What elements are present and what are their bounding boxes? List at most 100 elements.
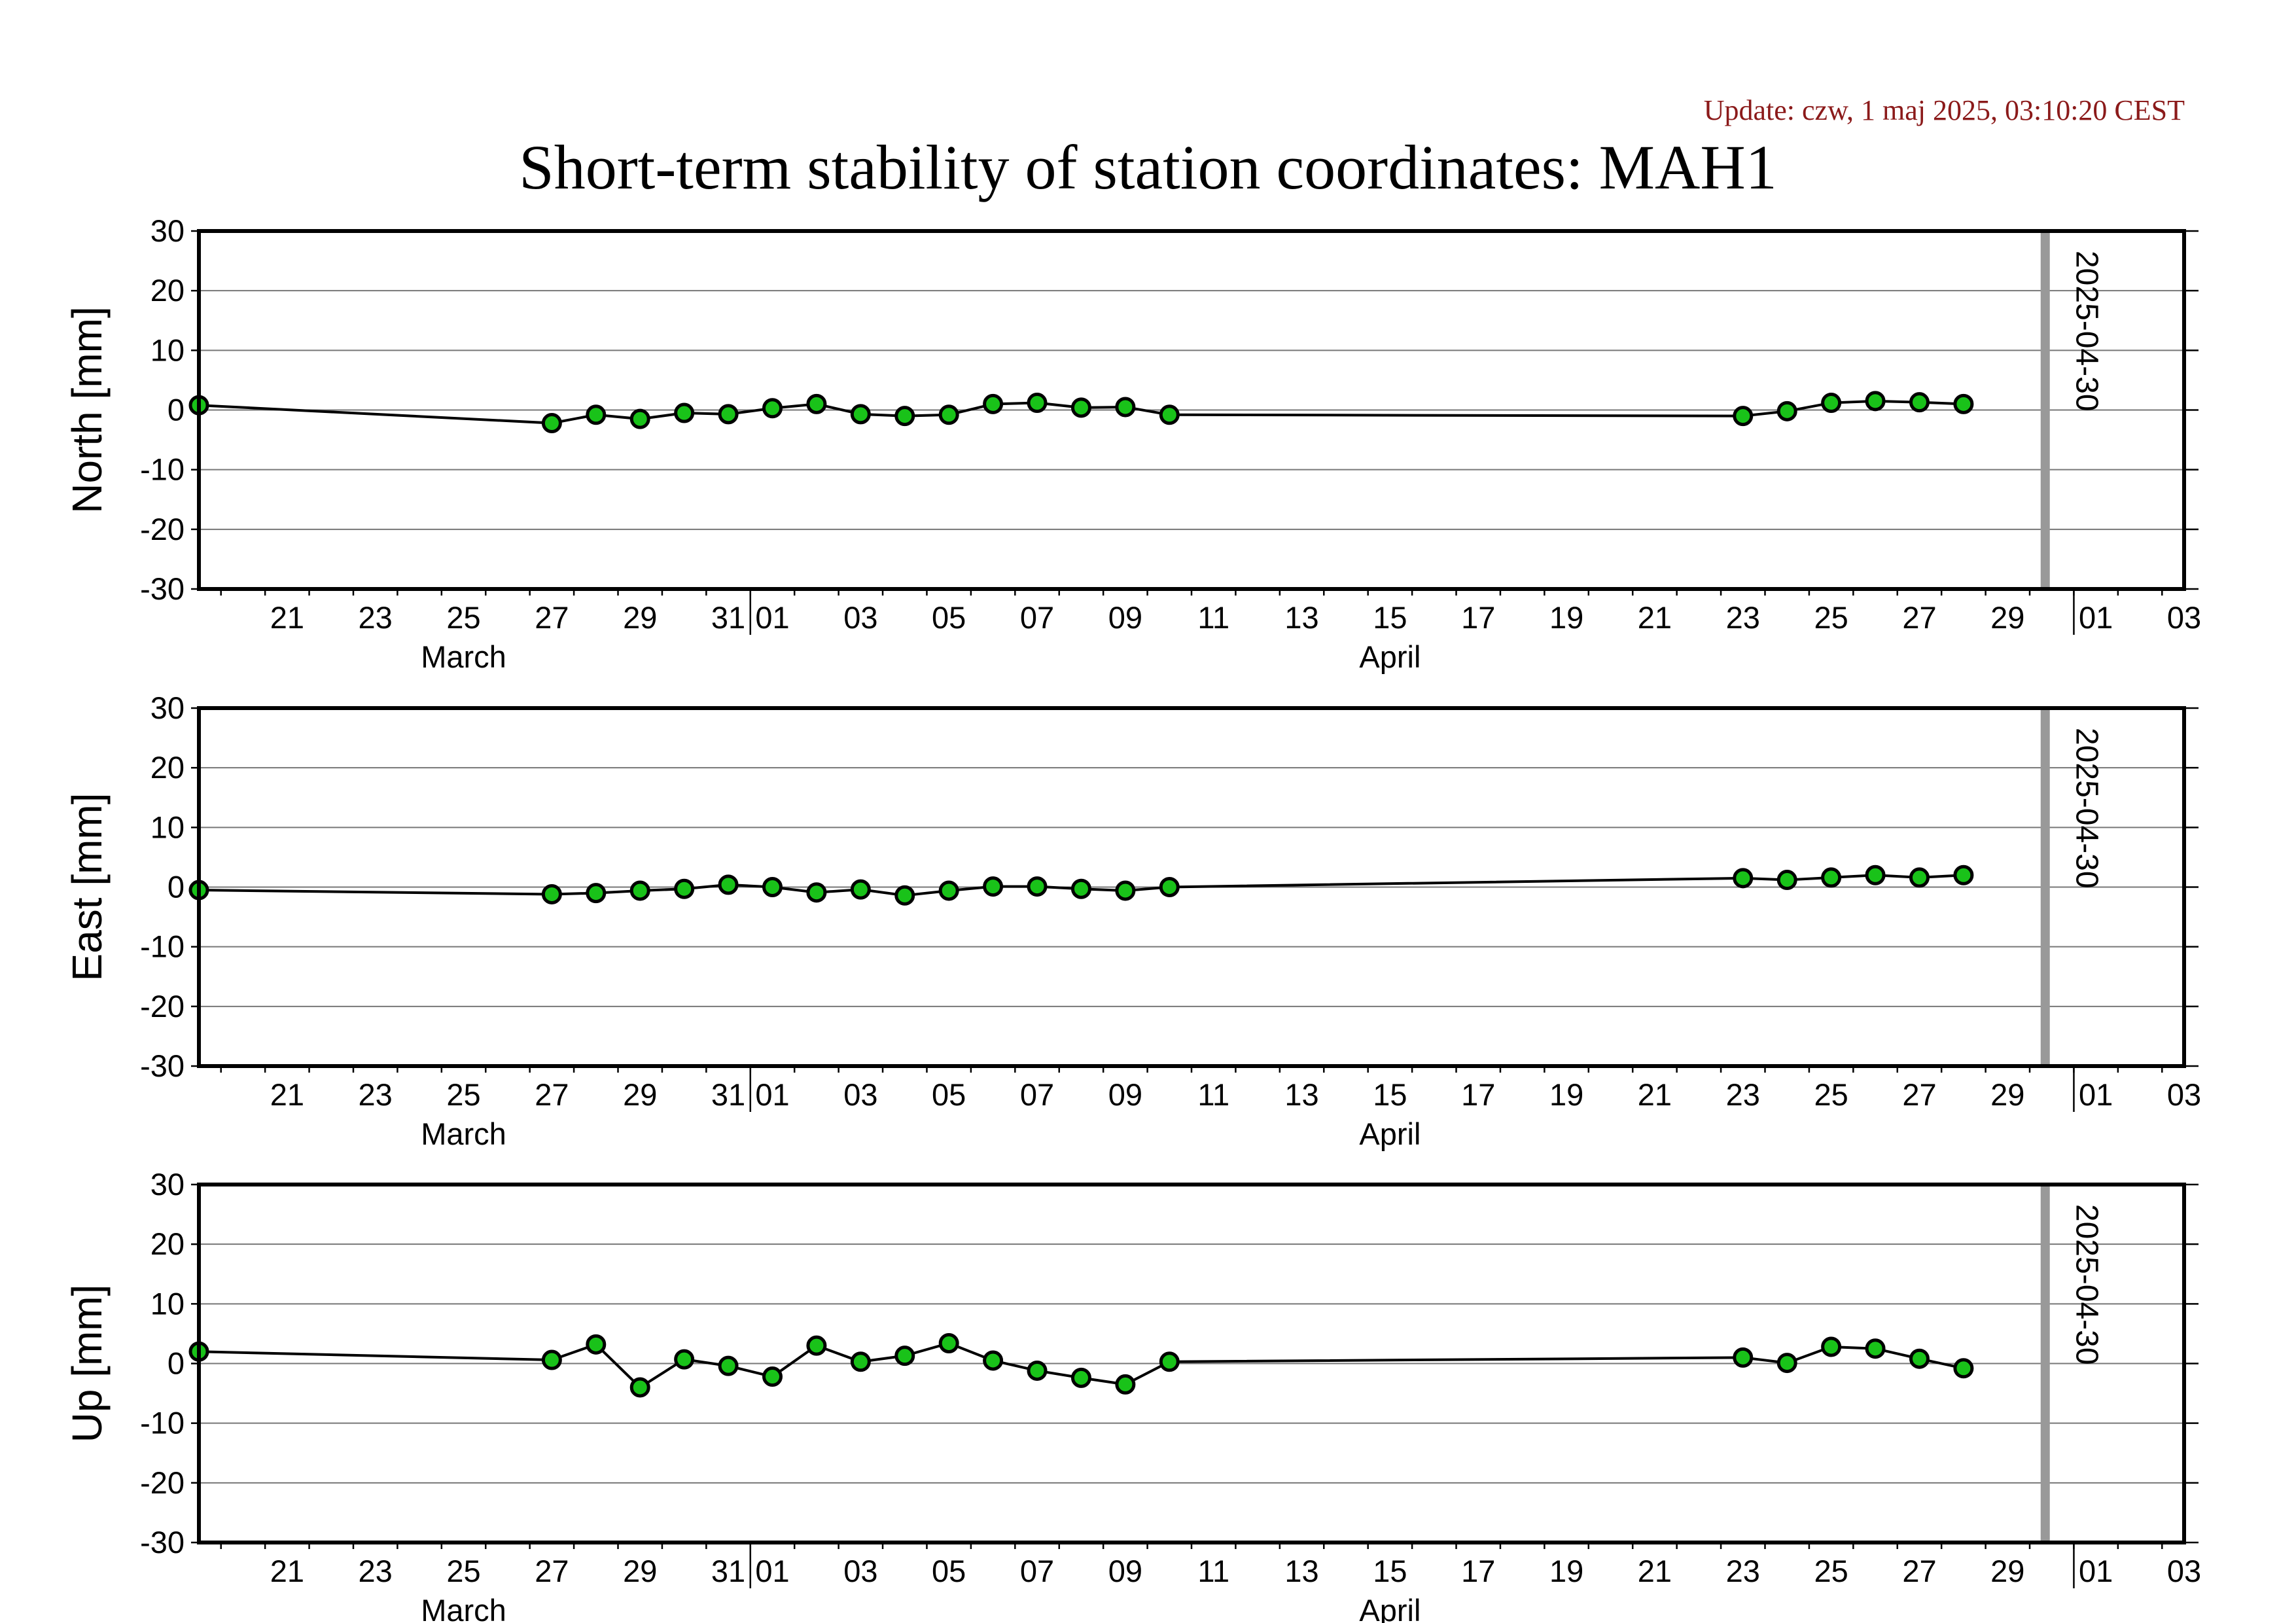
x-tick-label: 19 (1549, 600, 1583, 635)
reference-date-label: 2025-04-30 (2070, 1204, 2104, 1365)
x-tick-label: 03 (843, 1554, 877, 1588)
x-tick-label: 07 (1020, 1077, 1054, 1112)
month-label: April (1359, 639, 1421, 674)
y-axis-title: North [mm] (63, 306, 111, 513)
x-tick-label: 01 (755, 600, 789, 635)
data-point (1070, 397, 1091, 418)
data-point (718, 874, 739, 895)
data-point (1776, 1353, 1797, 1374)
y-axis-title: East [mm] (63, 793, 111, 981)
x-tick-label: 25 (446, 1077, 480, 1112)
y-tick-label: -10 (140, 929, 185, 964)
x-tick-label: 31 (711, 1554, 745, 1588)
y-tick-label: 0 (168, 870, 185, 904)
data-point (674, 1349, 695, 1370)
series-line (198, 874, 1964, 897)
month-label: April (1359, 1593, 1421, 1623)
reference-date-label: 2025-04-30 (2070, 251, 2104, 412)
data-point (850, 404, 871, 425)
x-tick-label: 01 (2079, 1077, 2113, 1112)
data-point (1115, 880, 1136, 901)
x-tick-label: 21 (1638, 1554, 1672, 1588)
data-point (1821, 1336, 1842, 1357)
x-tick-label: 29 (1990, 600, 2024, 635)
data-point (850, 1351, 871, 1372)
x-tick-label: 11 (1197, 1554, 1229, 1588)
data-point (1070, 1367, 1091, 1388)
x-tick-label: 05 (932, 1554, 966, 1588)
data-point (718, 404, 739, 425)
data-point (1159, 1351, 1180, 1372)
data-point (1733, 868, 1754, 889)
data-point (586, 404, 607, 425)
x-tick-label: 27 (1902, 1554, 1936, 1588)
x-tick-label: 23 (1726, 600, 1760, 635)
y-tick-label: 20 (150, 750, 185, 785)
data-point (674, 402, 695, 423)
x-tick-label: 21 (270, 1554, 304, 1588)
data-point (806, 1335, 827, 1356)
data-point (541, 1349, 562, 1370)
x-tick-label: 03 (2167, 600, 2201, 635)
data-point (762, 877, 783, 897)
reference-date-label: 2025-04-30 (2070, 728, 2104, 889)
x-tick-label: 27 (535, 1554, 569, 1588)
month-label: March (421, 1593, 506, 1623)
x-tick-label: 25 (1814, 1077, 1848, 1112)
data-point (983, 1350, 1004, 1371)
x-tick-label: 17 (1461, 1077, 1495, 1112)
data-point (850, 879, 871, 900)
y-tick-label: 30 (150, 213, 185, 248)
data-point (1159, 404, 1180, 425)
y-tick-label: 10 (150, 332, 185, 367)
y-tick-label: 10 (150, 810, 185, 844)
data-point (1953, 393, 1974, 414)
data-point (1909, 867, 1930, 888)
y-tick-label: 0 (168, 1346, 185, 1381)
y-tick-label: -10 (140, 1406, 185, 1440)
data-point (1865, 865, 1886, 885)
data-point (762, 1366, 783, 1387)
x-tick-label: 21 (1638, 600, 1672, 635)
data-point (894, 1346, 915, 1366)
data-point (1115, 1374, 1136, 1395)
x-tick-label: 23 (1726, 1554, 1760, 1588)
x-tick-label: 09 (1108, 600, 1142, 635)
x-tick-label: 03 (2167, 1554, 2201, 1588)
data-point (983, 876, 1004, 897)
x-tick-label: 19 (1549, 1554, 1583, 1588)
data-point (1776, 401, 1797, 421)
x-tick-label: 15 (1373, 1554, 1407, 1588)
x-tick-label: 27 (535, 600, 569, 635)
data-point (1909, 1348, 1930, 1369)
update-timestamp: Update: czw, 1 maj 2025, 03:10:20 CEST (1703, 94, 2185, 126)
x-tick-label: 21 (1638, 1077, 1672, 1112)
x-tick-label: 31 (711, 1077, 745, 1112)
data-point (938, 1333, 959, 1354)
y-tick-label: 20 (150, 273, 185, 308)
x-tick-label: 07 (1020, 1554, 1054, 1588)
y-tick-label: -30 (140, 1525, 185, 1560)
x-tick-label: 11 (1197, 1077, 1229, 1112)
y-tick-label: 10 (150, 1286, 185, 1321)
x-tick-label: 19 (1549, 1077, 1583, 1112)
x-tick-label: 11 (1197, 600, 1229, 635)
data-point (1027, 393, 1048, 414)
y-tick-label: 0 (168, 393, 185, 427)
data-point (806, 882, 827, 903)
x-tick-label: 27 (1902, 600, 1936, 635)
month-label: March (421, 639, 506, 674)
data-point (629, 880, 650, 901)
data-point (1909, 392, 1930, 413)
x-tick-label: 13 (1284, 1554, 1318, 1588)
y-tick-label: -10 (140, 452, 185, 487)
data-point (1070, 878, 1091, 899)
x-tick-label: 09 (1108, 1077, 1142, 1112)
x-tick-label: 31 (711, 600, 745, 635)
x-tick-label: 03 (843, 600, 877, 635)
data-point (1027, 1360, 1048, 1381)
data-point (629, 408, 650, 429)
